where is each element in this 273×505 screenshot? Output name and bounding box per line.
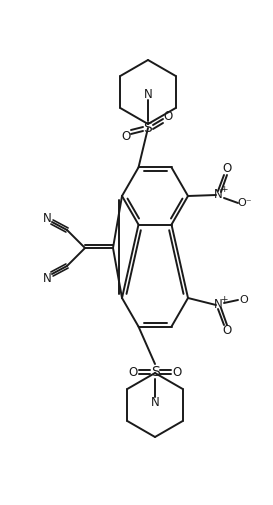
Text: O: O — [240, 295, 248, 305]
Text: S: S — [151, 365, 159, 379]
Text: S: S — [144, 121, 152, 135]
Text: O: O — [172, 366, 182, 379]
Text: N: N — [43, 212, 51, 225]
Text: N: N — [151, 395, 159, 409]
Text: N: N — [43, 272, 51, 284]
Text: +: + — [220, 295, 228, 305]
Text: O: O — [121, 129, 130, 142]
Text: N: N — [214, 298, 222, 312]
Text: O: O — [128, 366, 138, 379]
Text: O⁻: O⁻ — [238, 198, 252, 208]
Text: O: O — [222, 325, 232, 337]
Text: N: N — [214, 188, 222, 201]
Text: +: + — [220, 185, 228, 194]
Text: N: N — [144, 88, 152, 102]
Text: O: O — [222, 163, 232, 176]
Text: O: O — [163, 110, 173, 123]
